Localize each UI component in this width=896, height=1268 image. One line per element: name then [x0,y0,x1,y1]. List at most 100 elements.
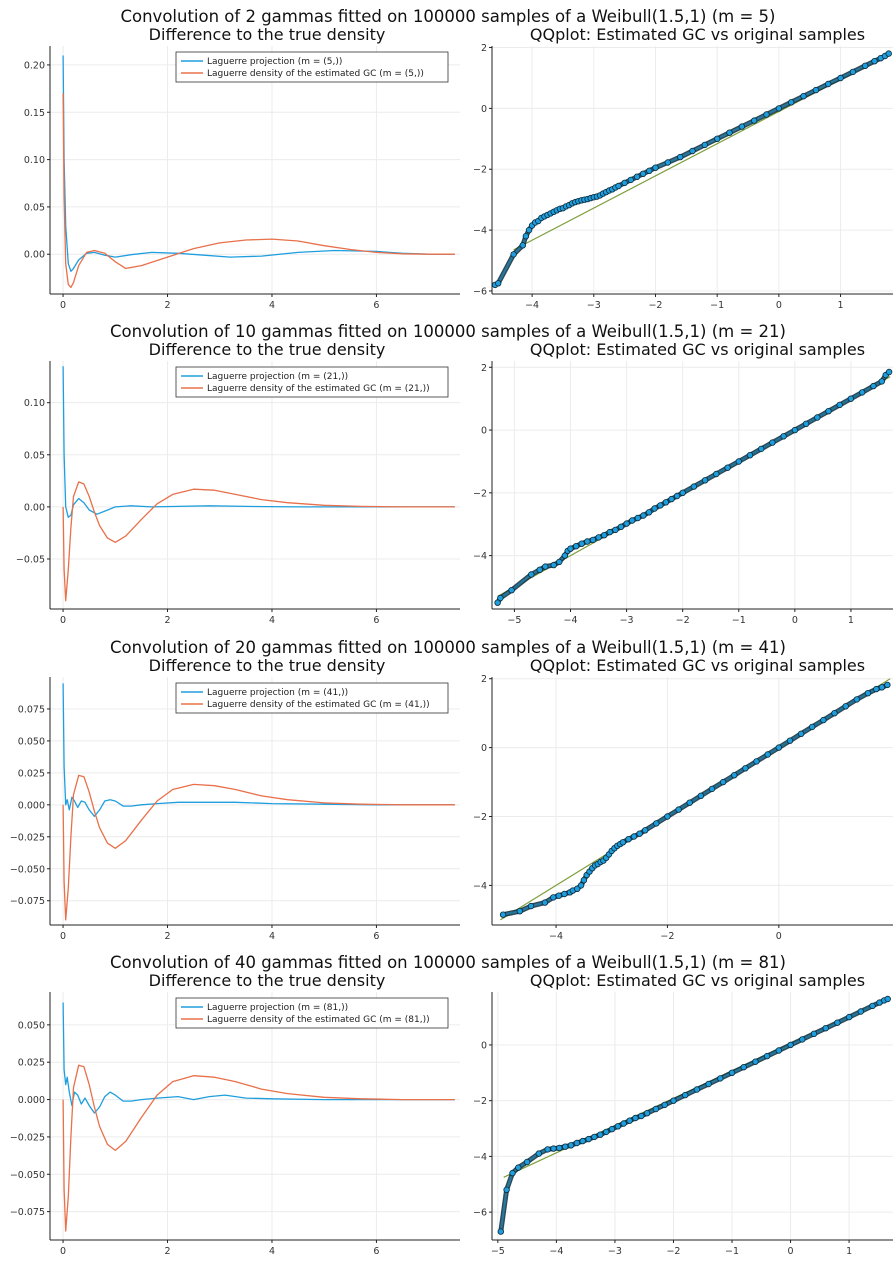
y-tick-label: 0.20 [24,60,45,71]
qq-point [562,1143,569,1150]
y-tick-label: 0.00 [24,250,45,261]
qq-point [701,141,708,149]
qq-point [614,1123,622,1130]
qq-point [608,1125,616,1133]
x-tick-label: 2 [164,300,170,311]
qq-point [701,477,709,484]
qq-point [853,696,860,703]
y-tick-label: 2 [481,43,487,54]
density-difference-plot-4: Difference to the true density 0 2 4 6 −0.075… [10,971,460,1257]
y-tick-label: −4 [473,881,487,892]
x-tick-label: 2 [164,615,170,626]
y-tick-label: −2 [473,1096,487,1107]
qq-point [769,439,776,446]
qq-point [731,772,738,779]
qq-point [752,1058,759,1065]
qq-point [572,543,580,550]
qq-point [689,147,696,155]
x-tick-label: 4 [269,1246,275,1257]
qq-point [561,890,568,898]
density-difference-plot-3: Difference to the true density 0 2 4 6 −0.075… [10,656,460,942]
qq-point [822,1024,829,1032]
qq-point [638,1112,645,1120]
qq-point [510,251,517,258]
qq-point [527,902,535,910]
qq-point [668,495,675,503]
qq-point [535,1150,542,1157]
density-plot-title: Difference to the true density [149,656,386,675]
x-tick-label: 4 [269,300,275,311]
qq-point [555,892,562,899]
qq-plot-1: QQplot: Estimated GC vs original samples… [473,25,893,311]
qq-point [642,827,649,834]
qq-point [708,785,716,793]
qq-point [515,1164,522,1171]
qq-plot-2: QQplot: Estimated GC vs original samples… [473,340,893,626]
x-tick-label: 2 [164,1246,170,1257]
qq-point [652,1105,660,1113]
qq-point [636,830,643,837]
qq-point [878,378,885,385]
x-tick-label: 0 [60,931,66,942]
qq-point [516,908,523,915]
qq-point [615,182,622,190]
x-tick-label: 2 [164,931,170,942]
row-4-group-title: Convolution of 40 gammas fitted on 10000… [110,953,786,972]
y-tick-label: 0.05 [24,450,45,461]
y-tick-label: −0.050 [10,864,45,875]
qq-point [705,1080,712,1088]
y-tick-label: 0 [481,1040,487,1051]
qq-point [814,414,821,421]
qq-point [738,123,746,130]
qq-point [714,135,721,142]
qq-point [652,164,659,171]
x-tick-label: −2 [648,300,662,311]
x-tick-label: −1 [710,300,724,311]
qq-point [550,1145,557,1152]
qq-point [536,566,543,573]
qq-point [630,833,638,840]
qq-point [787,1041,794,1049]
qq-point-band-fill [502,683,889,916]
qq-point [503,1186,510,1193]
qq-plot-4: QQplot: Estimated GC vs original samples… [473,971,893,1257]
legend-entry: Laguerre density of the estimated GC (m … [207,700,430,710]
qq-point [662,499,670,506]
y-tick-label: 0.000 [18,1095,45,1106]
qq-point [584,538,591,545]
qq-point [621,179,628,187]
y-tick-label: −0.025 [10,1132,45,1143]
qq-point [643,1109,651,1117]
qq-point [646,167,653,174]
qq-point [595,534,602,541]
qq-point [825,80,832,88]
qq-point [820,716,827,724]
qq-point [495,280,502,287]
x-tick-label: 4 [269,931,275,942]
qq-point [735,458,742,465]
qq-point [717,1075,724,1082]
qq-point [670,1097,677,1104]
qq-point [567,1142,575,1149]
laguerre-projection-line [62,683,455,817]
y-tick-label: −4 [473,551,487,562]
y-tick-label: 0.10 [24,398,45,409]
qq-point [494,599,501,606]
y-tick-label: 0.00 [24,502,45,513]
x-tick-label: 0 [776,931,782,942]
legend-entry: Laguerre density of the estimated GC (m … [207,1015,430,1025]
qq-point [497,1228,504,1235]
qq-point [871,58,878,65]
y-tick-label: 0.025 [18,768,45,779]
qq-point [522,232,530,240]
qq-point [664,813,671,820]
qq-plot-title: QQplot: Estimated GC vs original samples [530,25,865,44]
qq-point [746,452,754,459]
qq-point [640,512,647,519]
qq-point [885,368,893,376]
qq-point [591,1133,598,1141]
laguerre-projection-line [62,366,455,518]
x-tick-label: −2 [676,615,690,626]
estimated-gc-density-line [62,93,455,289]
